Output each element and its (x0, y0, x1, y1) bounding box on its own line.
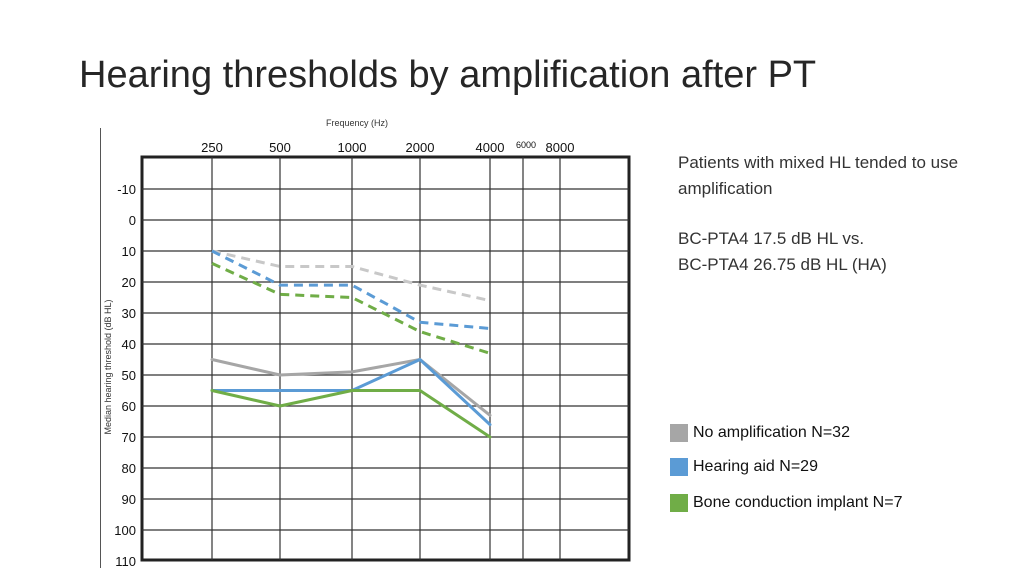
y-tick-label: 70 (122, 430, 136, 445)
y-tick-label: 100 (114, 523, 136, 538)
x-tick-label: 2000 (406, 140, 435, 155)
legend-swatch (670, 424, 688, 442)
y-tick-label: 50 (122, 368, 136, 383)
legend-label: Hearing aid N=29 (693, 458, 818, 475)
series-line-bc (211, 249, 491, 330)
legend-item-bone-conduction-implant: Bone conduction implant N=7 (670, 494, 902, 512)
y-tick-label: -10 (117, 182, 136, 197)
y-tick-label: 0 (129, 213, 136, 228)
y-tick-label: 60 (122, 399, 136, 414)
y-tick-label: 10 (122, 244, 136, 259)
y-tick-label: 80 (122, 461, 136, 476)
x-tick-label: 4000 (476, 140, 505, 155)
series-line-bc (211, 262, 491, 355)
legend-item-no-amplification: No amplification N=32 (670, 424, 850, 442)
axis-rule (100, 128, 101, 568)
series-line-bc (211, 249, 491, 303)
x-tick-label: 1000 (338, 140, 367, 155)
legend-swatch (670, 494, 688, 512)
x-tick-label: 250 (201, 140, 223, 155)
page-title: Hearing thresholds by amplification afte… (79, 54, 817, 96)
plot-frame (140, 155, 631, 562)
legend-item-hearing-aid: Hearing aid N=29 (670, 458, 818, 476)
x-tick-label: 500 (269, 140, 291, 155)
y-tick-label: 110 (115, 554, 136, 569)
legend-label: No amplification N=32 (693, 424, 850, 441)
legend-swatch (670, 458, 688, 476)
x-axis-title: Frequency (Hz) (325, 118, 388, 128)
note-line-2: BC-PTA4 17.5 dB HL vs. (678, 229, 865, 248)
y-tick-label: 90 (122, 492, 136, 507)
note-line-1: Patients with mixed HL tended to use amp… (678, 153, 959, 198)
series-line-ac (210, 358, 492, 417)
notes-panel: Patients with mixed HL tended to use amp… (678, 150, 1008, 278)
y-tick-label: 40 (122, 337, 136, 352)
legend-label: Bone conduction implant N=7 (693, 494, 903, 511)
series-line-ac (210, 389, 492, 439)
y-tick-label: 20 (122, 275, 136, 290)
x-tick-label: 6000 (516, 140, 536, 150)
x-tick-label: 8000 (546, 140, 575, 155)
note-line-3: BC-PTA4 26.75 dB HL (HA) (678, 255, 887, 274)
y-tick-label: 30 (122, 306, 136, 321)
